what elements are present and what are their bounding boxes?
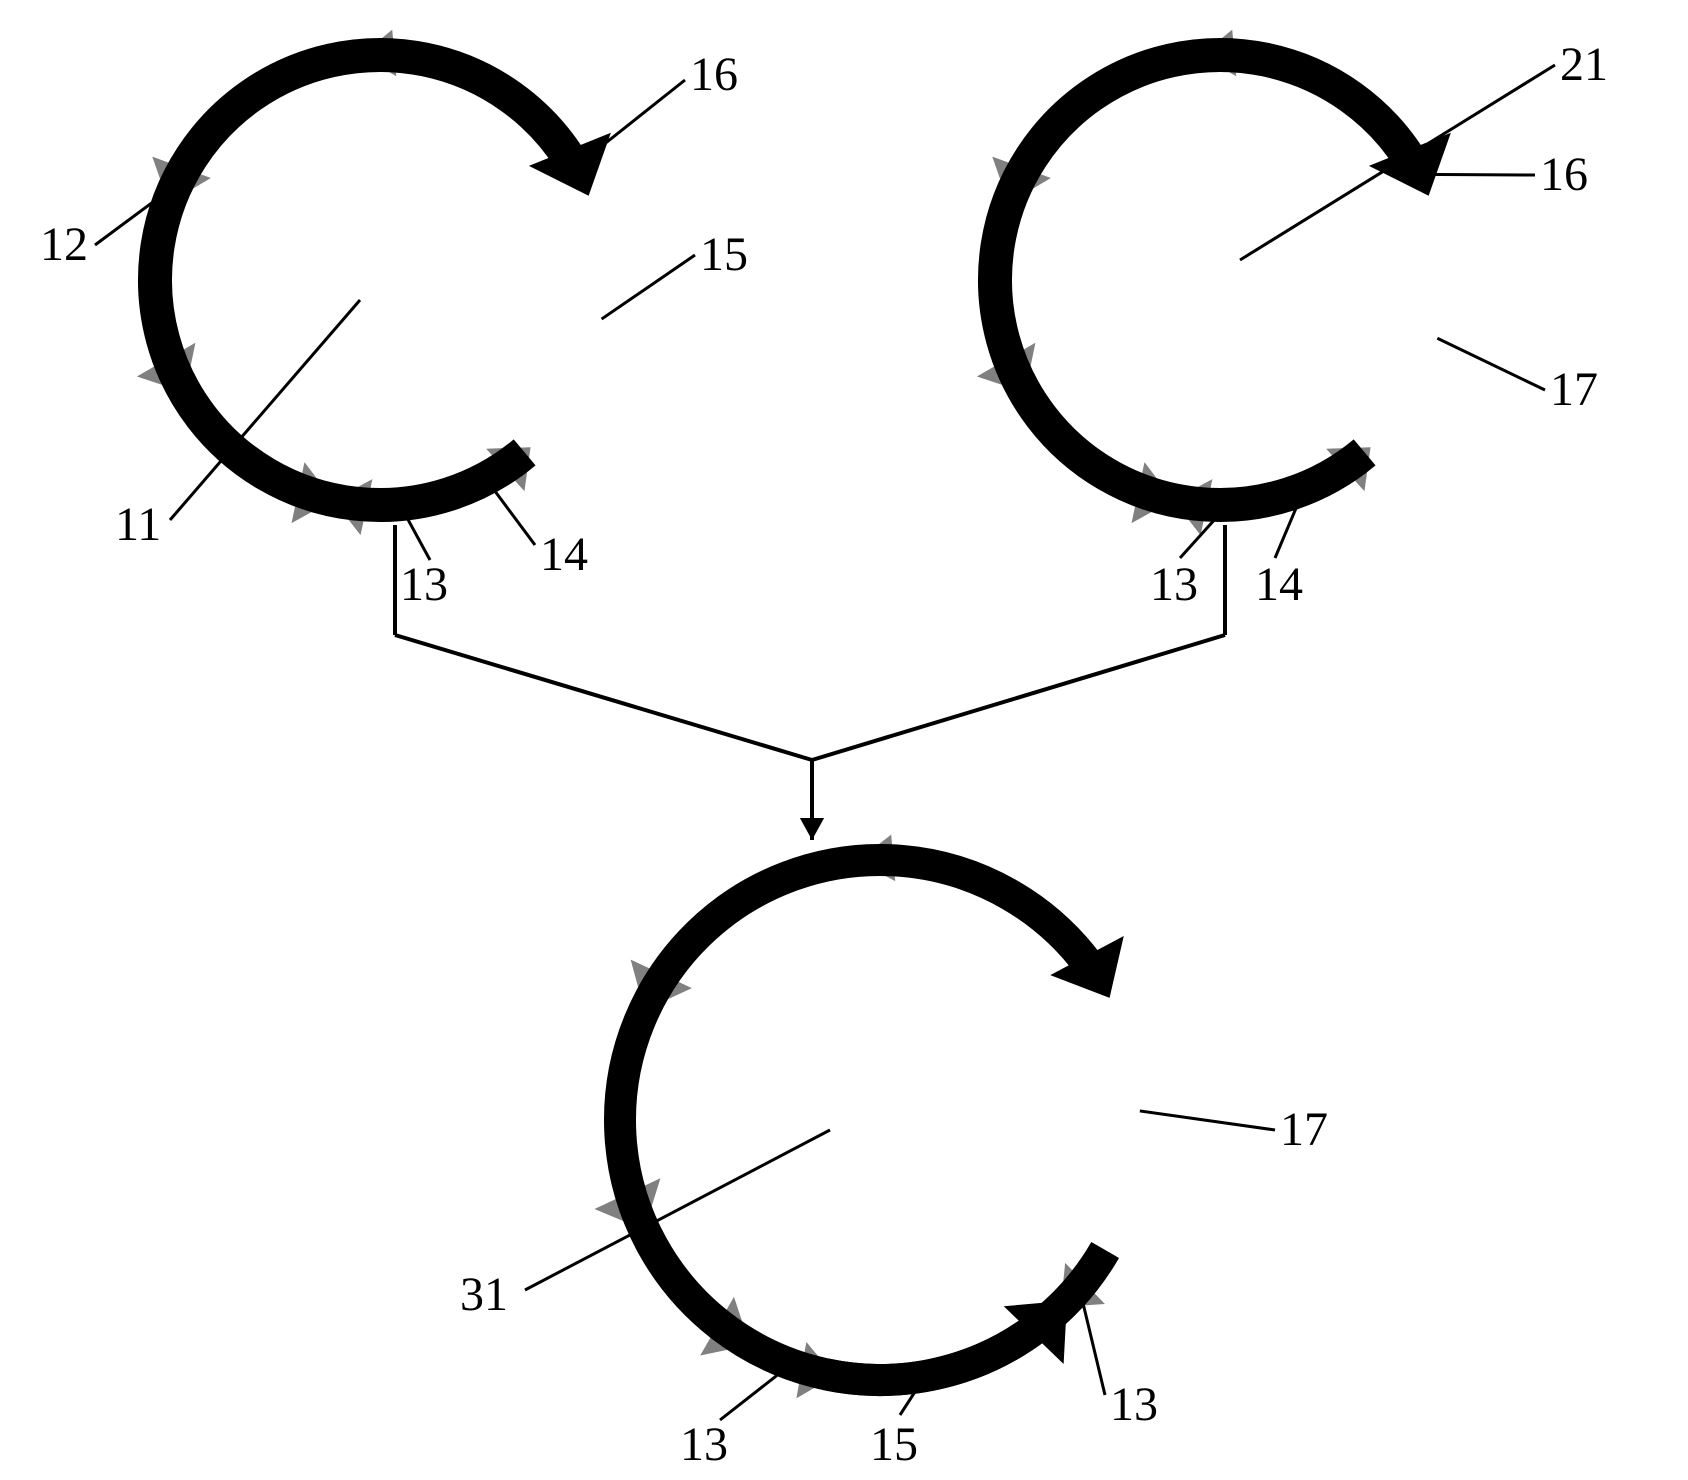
b-black-17: [620, 860, 1124, 1380]
label-lab-17b: 17: [1280, 1103, 1328, 1156]
leader-lab-16b: [1419, 174, 1535, 175]
leader-lab-16a: [575, 80, 685, 168]
label-lab-16a: 16: [690, 48, 738, 101]
label-lab-14a: 14: [540, 528, 588, 581]
label-lab-17a: 17: [1550, 363, 1598, 416]
leader-lab-14a: [486, 479, 535, 545]
leader-lab-17b: [1140, 1111, 1275, 1130]
label-lab-21: 21: [1560, 38, 1608, 91]
leader-lab-15: [602, 255, 695, 319]
plasmid-diagram: 12 16 15 11 14 13 21 16 17 13 14 17 31 13 15 13: [0, 0, 1688, 1480]
tl-black-15: [155, 55, 611, 505]
leader-lab-21: [1240, 65, 1555, 260]
label-lab-31: 31: [460, 1268, 508, 1321]
leader-lab-17a: [1437, 338, 1545, 390]
label-lab-12: 12: [40, 218, 88, 271]
tr-black-17: [995, 55, 1451, 505]
label-lab-16b: 16: [1540, 148, 1588, 201]
label-lab-15b: 15: [870, 1418, 918, 1471]
label-lab-13d: 13: [1110, 1378, 1158, 1431]
label-lab-13a: 13: [400, 558, 448, 611]
label-lab-14b: 14: [1255, 558, 1303, 611]
label-lab-15: 15: [700, 228, 748, 281]
label-lab-13c: 13: [680, 1418, 728, 1471]
label-lab-11: 11: [115, 498, 161, 551]
label-lab-13b: 13: [1150, 558, 1198, 611]
leader-lab-13c: [720, 1364, 791, 1420]
